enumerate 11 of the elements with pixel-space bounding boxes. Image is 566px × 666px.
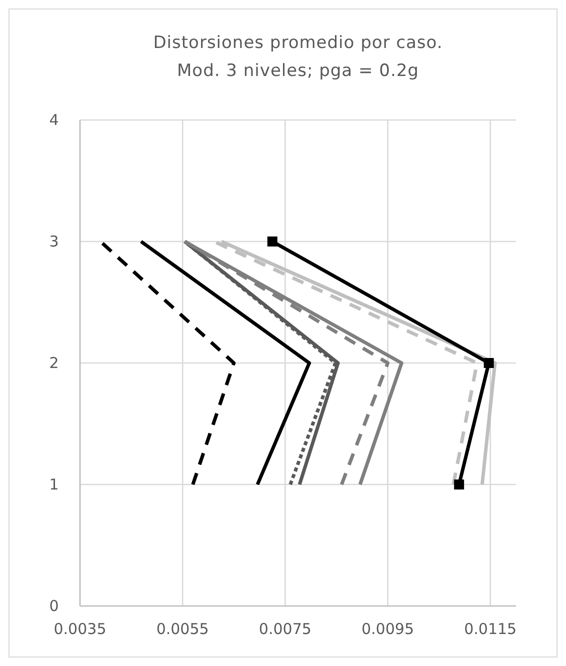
y-tick-label: 1 <box>49 476 59 494</box>
y-tick-label: 4 <box>49 111 59 129</box>
chart-title: Distorsiones promedio por caso. Mod. 3 niveles; pga = 0.2g <box>153 33 443 81</box>
y-tick-label: 2 <box>49 354 59 372</box>
x-tick-label: 0.0075 <box>258 620 312 638</box>
y-tick-label: 3 <box>49 232 59 250</box>
y-tick-label: 0 <box>49 597 59 615</box>
x-tick-label: 0.0055 <box>156 620 209 638</box>
x-tick-label: 0.0095 <box>362 620 414 638</box>
x-tick-label: 0.0115 <box>464 620 517 638</box>
x-tick-label: 0.0035 <box>54 620 106 638</box>
